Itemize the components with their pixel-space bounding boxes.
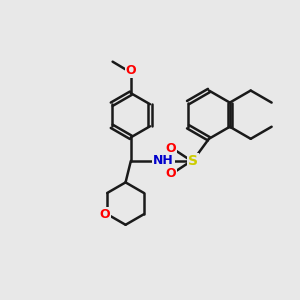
Text: NH: NH	[153, 154, 174, 167]
Text: O: O	[125, 64, 136, 77]
Text: S: S	[188, 154, 198, 168]
Text: O: O	[165, 167, 175, 180]
Text: O: O	[165, 142, 175, 155]
Text: O: O	[99, 208, 110, 221]
